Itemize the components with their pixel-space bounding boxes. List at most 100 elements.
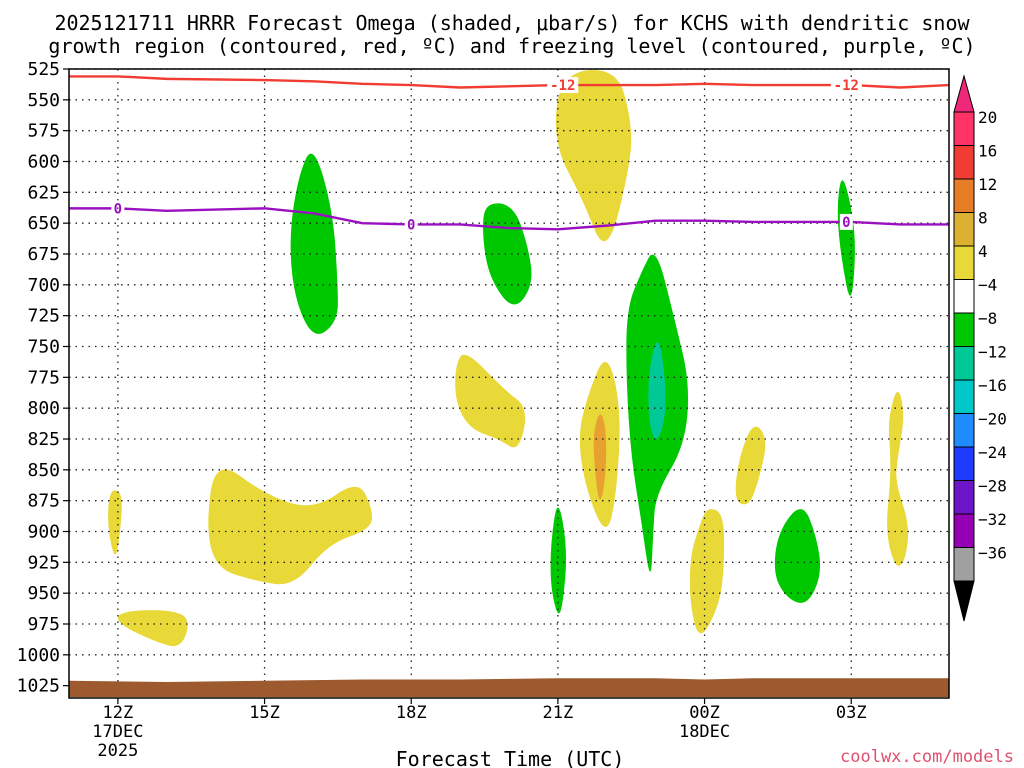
contour-line-0 xyxy=(69,75,950,89)
contour-label-bg-1-2 xyxy=(839,213,853,230)
omega-region-15 xyxy=(550,507,567,614)
omega-region-9 xyxy=(887,391,909,566)
colorbar-label-1: 16 xyxy=(978,142,997,161)
contour-label-1-1: 0 xyxy=(407,217,415,233)
colorbar-segment-7 xyxy=(953,346,975,381)
contour-label-bg-1-0 xyxy=(111,200,125,217)
omega-region-6 xyxy=(117,610,188,647)
colorbar-segment-8 xyxy=(953,379,975,414)
x-tick-label-27-0: 03Z xyxy=(836,703,867,723)
plot-frame xyxy=(68,68,950,699)
colorbar-segment-3 xyxy=(953,212,975,247)
x-tick-label-12-1: 17DEC xyxy=(92,722,143,742)
x-tick-label-21-0: 21Z xyxy=(543,703,574,723)
contour-label-0-1: -12 xyxy=(834,78,859,94)
colorbar-segment-9 xyxy=(953,413,975,448)
y-tick-label-525: 525 xyxy=(27,59,60,80)
y-tick-label-975: 975 xyxy=(27,614,60,635)
colorbar-segment-2 xyxy=(953,178,975,213)
y-tick-label-1025: 1025 xyxy=(17,676,60,697)
y-tick-label-650: 650 xyxy=(27,213,60,234)
contour-label-1-2: 0 xyxy=(842,215,850,231)
omega-region-16 xyxy=(774,509,821,603)
colorbar-segment-4 xyxy=(953,245,975,280)
x-tick-label-15-0: 15Z xyxy=(249,703,280,723)
colorbar-label-10: −24 xyxy=(978,443,1007,462)
contour-label-bg-0-0 xyxy=(547,77,579,94)
omega-region-14 xyxy=(837,180,855,296)
colorbar-segment-13 xyxy=(953,547,975,582)
colorbar: 20 16 12 8 4 −4 −8 −12 −16 −20 −24 −28 −32 −36 xyxy=(953,74,1007,622)
omega-region-3 xyxy=(593,414,607,500)
omega-region-5 xyxy=(108,490,122,555)
y-tick-label-575: 575 xyxy=(27,121,60,142)
contour-label-1-0: 0 xyxy=(114,201,122,217)
y-tick-label-600: 600 xyxy=(27,152,60,173)
colorbar-label-4: 4 xyxy=(978,242,988,261)
y-tick-label-950: 950 xyxy=(27,583,60,604)
y-tick-label-1000: 1000 xyxy=(17,645,60,666)
colorbar-label-8: −16 xyxy=(978,376,1007,395)
colorbar-segment-11 xyxy=(953,480,975,515)
colorbar-segment-5 xyxy=(953,279,975,314)
colorbar-segment-10 xyxy=(953,446,975,481)
chart-title-line1: 2025121711 HRRR Forecast Omega (shaded, … xyxy=(54,11,970,35)
y-tick-label-675: 675 xyxy=(27,244,60,265)
omega-region-8 xyxy=(735,426,766,505)
contour-label-bg-1-1 xyxy=(404,216,418,233)
plot-background xyxy=(69,69,949,698)
colorbar-label-3: 8 xyxy=(978,209,988,228)
contour-line-1 xyxy=(69,207,949,231)
colorbar-segment-12 xyxy=(953,513,975,548)
temperature-contours: -12 -12 0 0 0 xyxy=(69,75,950,233)
x-axis-label: Forecast Time (UTC) xyxy=(396,747,625,768)
colorbar-segment-1 xyxy=(953,145,975,180)
omega-region-7 xyxy=(689,509,725,634)
y-tick-label-800: 800 xyxy=(27,398,60,419)
colorbar-label-2: 12 xyxy=(978,175,997,194)
y-tick-label-825: 825 xyxy=(27,429,60,450)
y-tick-label-625: 625 xyxy=(27,182,60,203)
x-tick-label-12-2: 2025 xyxy=(97,741,138,761)
colorbar-label-5: −4 xyxy=(978,276,997,295)
chart-title-line2: growth region (contoured, red, ºC) and f… xyxy=(48,34,975,58)
y-tick-label-850: 850 xyxy=(27,460,60,481)
contour-label-bg-0-1 xyxy=(830,77,862,94)
y-axis: 525 550 575 600 625 650 675 700 725 750 775 800 825 8… xyxy=(17,59,69,697)
omega-region-10 xyxy=(290,153,338,334)
surface-fill xyxy=(69,678,949,697)
omega-shaded-regions xyxy=(108,70,909,647)
credit-text: coolwx.com/models xyxy=(840,747,1014,767)
y-tick-label-550: 550 xyxy=(27,90,60,111)
contour-label-0-0: -12 xyxy=(550,78,575,94)
colorbar-label-0: 20 xyxy=(978,108,997,127)
x-tick-label-18-0: 18Z xyxy=(396,703,427,723)
gridlines xyxy=(69,68,949,698)
colorbar-label-7: −12 xyxy=(978,343,1007,362)
colorbar-label-6: −8 xyxy=(978,309,997,328)
plot-area: -12 -12 0 0 0 xyxy=(68,68,950,699)
y-tick-label-700: 700 xyxy=(27,275,60,296)
colorbar-bottom-cap xyxy=(953,580,975,622)
omega-region-4 xyxy=(208,469,373,585)
colorbar-label-12: −32 xyxy=(978,510,1007,529)
surface-terrain xyxy=(69,678,949,697)
y-tick-label-900: 900 xyxy=(27,522,60,543)
x-tick-label-24-0: 00Z xyxy=(689,703,720,723)
y-tick-label-875: 875 xyxy=(27,491,60,512)
x-tick-label-12-0: 12Z xyxy=(103,703,134,723)
colorbar-label-11: −28 xyxy=(978,477,1007,496)
x-tick-label-24-1: 18DEC xyxy=(679,722,730,742)
colorbar-segment-0 xyxy=(953,111,975,146)
y-tick-label-925: 925 xyxy=(27,552,60,573)
colorbar-top-cap xyxy=(953,74,975,113)
colorbar-segment-6 xyxy=(953,312,975,347)
colorbar-label-13: −36 xyxy=(978,544,1007,563)
y-tick-label-750: 750 xyxy=(27,337,60,358)
colorbar-label-9: −20 xyxy=(978,410,1007,429)
y-tick-label-725: 725 xyxy=(27,306,60,327)
omega-region-13 xyxy=(648,342,666,439)
omega-region-0 xyxy=(555,70,632,242)
